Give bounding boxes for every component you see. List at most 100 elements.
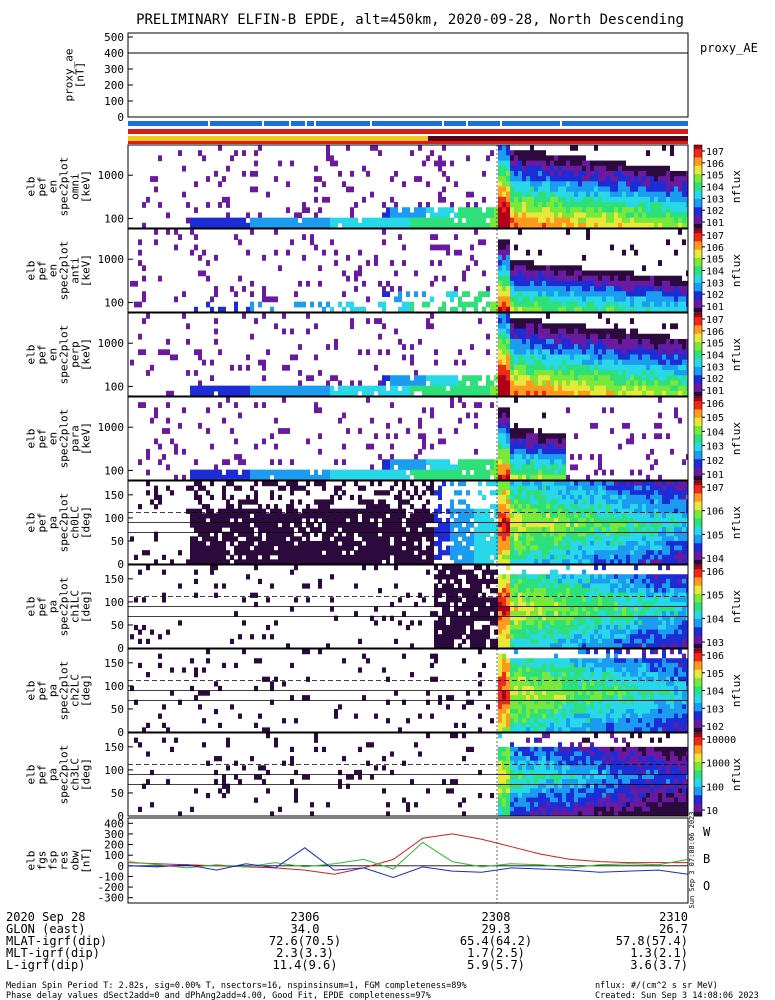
spectrogram-cell: [518, 181, 522, 188]
spectrogram-cell: [502, 474, 506, 480]
spectrogram-cell: [374, 559, 378, 564]
spectrogram-cell: [518, 296, 522, 303]
spectrogram-cell: [606, 545, 610, 551]
spectrogram-cell: [406, 559, 410, 564]
spectrogram-cell: [382, 527, 386, 533]
spectrogram-cell: [314, 481, 318, 487]
colorbar-step: [694, 201, 702, 204]
spectrogram-cell: [386, 349, 390, 356]
spectrogram-cell: [626, 517, 630, 524]
spectrogram-cell: [382, 513, 386, 519]
spectrogram-cell: [566, 380, 570, 387]
spectrogram-cell: [306, 504, 310, 510]
spectrogram-cell: [554, 196, 558, 203]
spectrogram-0-ylabel-line: elb: [25, 177, 38, 197]
spectrogram-cell: [506, 160, 510, 167]
spectrogram-cell: [378, 508, 382, 514]
colorbar-step: [694, 184, 702, 187]
spectrogram-cell: [446, 176, 450, 182]
spectrogram-cell: [366, 536, 370, 542]
spectrogram-cell: [682, 296, 686, 303]
spectrogram-cell: [626, 490, 630, 496]
colorbar-step: [694, 419, 702, 423]
spectrogram-cell: [494, 207, 498, 214]
spectrogram-cell: [258, 559, 262, 564]
spectrogram-cell: [514, 494, 518, 501]
colorbar-step: [694, 450, 702, 454]
spectrogram-cell: [362, 499, 366, 505]
spectrogram-cell: [310, 545, 314, 551]
spectrogram-cell: [594, 270, 598, 277]
spectrogram-cell: [526, 202, 530, 208]
spectrogram-cell: [262, 438, 266, 445]
spectrogram-cell: [622, 508, 626, 514]
spectrogram-cell: [538, 448, 542, 455]
spectrogram-cell: [534, 531, 538, 537]
spectrogram-cell: [550, 464, 554, 471]
spectrogram-cell: [622, 370, 626, 376]
spectrogram-cell: [570, 265, 574, 272]
spectrogram-cell: [514, 291, 518, 298]
spectrogram-cell: [558, 513, 562, 519]
spectrogram-cell: [526, 212, 530, 219]
spectrogram-cell: [526, 160, 530, 167]
spectrogram-cell: [246, 540, 250, 547]
spectrogram-cell: [386, 540, 390, 547]
spectrogram-cell: [494, 554, 498, 560]
spectrogram-cell: [590, 370, 594, 376]
colorbar-step: [694, 299, 702, 303]
spectrogram-cell: [582, 186, 586, 193]
spectrogram-cell: [538, 222, 542, 228]
spectrogram-cell: [378, 504, 382, 510]
spectrogram-cell: [614, 207, 618, 214]
spectrogram-cell: [642, 202, 646, 208]
spectrogram-cell: [678, 364, 682, 371]
spectrogram-cell: [562, 265, 566, 272]
spectrogram-cell: [358, 249, 362, 256]
spectrogram-cell: [578, 291, 582, 298]
spectrogram-cell: [598, 349, 602, 356]
spectrogram-cell: [610, 186, 614, 193]
spectrogram-cell: [638, 286, 642, 292]
spectrogram-cell: [282, 545, 286, 551]
spectrogram-cell: [274, 249, 278, 256]
spectrogram-cell: [502, 333, 506, 340]
colorbar-step: [694, 397, 702, 400]
spectrogram-cell: [462, 559, 466, 564]
spectrogram-cell: [378, 540, 382, 547]
spectrogram-cell: [534, 448, 538, 455]
spectrogram-cell: [458, 459, 462, 466]
spectrogram-cell: [534, 217, 538, 224]
spectrogram-cell: [458, 469, 462, 476]
spectrogram-cell: [410, 513, 414, 519]
spectrogram-cell: [514, 275, 518, 282]
spectrogram-cell: [318, 522, 322, 528]
spectrogram-cell: [346, 275, 350, 282]
spectrogram-cell: [530, 536, 534, 542]
spectrogram-cell: [162, 554, 166, 560]
spectrogram-cell: [558, 464, 562, 471]
spectrogram-cell: [574, 494, 578, 501]
spectrogram-cell: [542, 443, 546, 450]
spectrogram-cell: [486, 531, 490, 537]
spectrogram-cell: [354, 390, 358, 396]
spectrogram-cell: [530, 160, 534, 167]
spectrogram-cell: [574, 380, 578, 387]
spectrogram-cell: [514, 469, 518, 476]
spectrogram-cell: [670, 390, 674, 396]
spectrogram-cell: [646, 207, 650, 214]
spectrogram-cell: [482, 554, 486, 560]
spectrogram-cell: [674, 323, 678, 330]
spectrogram-cell: [618, 490, 622, 496]
spectrogram-cell: [662, 202, 666, 208]
colorbar-step: [694, 403, 702, 406]
spectrogram-cell: [378, 550, 382, 556]
spectrogram-cell: [366, 260, 370, 266]
spectrogram-cell: [458, 540, 462, 547]
spectrogram-cell: [518, 196, 522, 203]
spectrogram-cell: [666, 239, 670, 246]
colorbar-step: [694, 194, 702, 198]
spectrogram-cell: [278, 385, 282, 392]
spectrogram-cell: [586, 176, 590, 182]
spectrogram-cell: [602, 196, 606, 203]
